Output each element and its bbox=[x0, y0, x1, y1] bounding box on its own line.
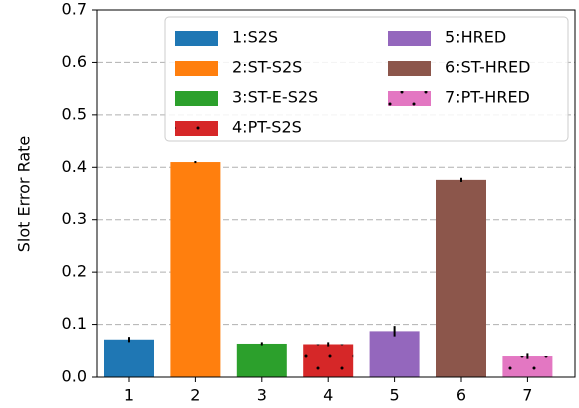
legend-swatch bbox=[175, 61, 218, 76]
y-axis-label: Slot Error Rate bbox=[15, 136, 34, 253]
legend-box bbox=[164, 16, 569, 142]
y-tick-label: 0.1 bbox=[62, 314, 87, 333]
y-tick-label: 0.2 bbox=[62, 262, 87, 281]
legend-label: 6:ST-HRED bbox=[445, 58, 530, 77]
bar bbox=[170, 162, 221, 377]
bar bbox=[369, 331, 420, 377]
x-tick-label: 6 bbox=[456, 386, 466, 405]
bar-hatch bbox=[303, 344, 354, 377]
legend-label: 3:ST-E-S2S bbox=[232, 88, 318, 107]
bar-hatch bbox=[502, 356, 553, 377]
bar bbox=[236, 343, 287, 377]
y-tick-label: 0.4 bbox=[62, 157, 87, 176]
y-tick-label: 0.6 bbox=[62, 52, 87, 71]
legend-swatch bbox=[388, 31, 431, 46]
legend-label: 4:PT-S2S bbox=[232, 118, 302, 137]
legend-swatch bbox=[175, 31, 218, 46]
bar bbox=[104, 339, 154, 377]
x-tick-label: 1 bbox=[124, 386, 134, 405]
x-tick-label: 3 bbox=[257, 386, 267, 405]
x-tick-label: 2 bbox=[190, 386, 200, 405]
x-tick-label: 4 bbox=[323, 386, 333, 405]
legend-label: 7:PT-HRED bbox=[445, 88, 530, 107]
legend-label: 5:HRED bbox=[445, 28, 506, 47]
x-tick-label: 5 bbox=[390, 386, 400, 405]
plot-frame bbox=[96, 9, 576, 378]
legend-swatch-hatch bbox=[388, 91, 431, 106]
legend-label: 2:ST-S2S bbox=[232, 58, 302, 77]
legend-swatch bbox=[175, 91, 218, 106]
legend-swatch-hatch bbox=[175, 121, 218, 136]
legend-swatch bbox=[388, 61, 431, 76]
y-tick-label: 0.3 bbox=[62, 209, 87, 228]
x-tick-label: 7 bbox=[522, 386, 532, 405]
bar bbox=[436, 179, 486, 377]
y-tick-label: 0.7 bbox=[62, 0, 87, 19]
y-tick-label: 0.5 bbox=[62, 104, 87, 123]
legend-label: 1:S2S bbox=[232, 28, 278, 47]
y-tick-label: 0.0 bbox=[62, 367, 87, 386]
